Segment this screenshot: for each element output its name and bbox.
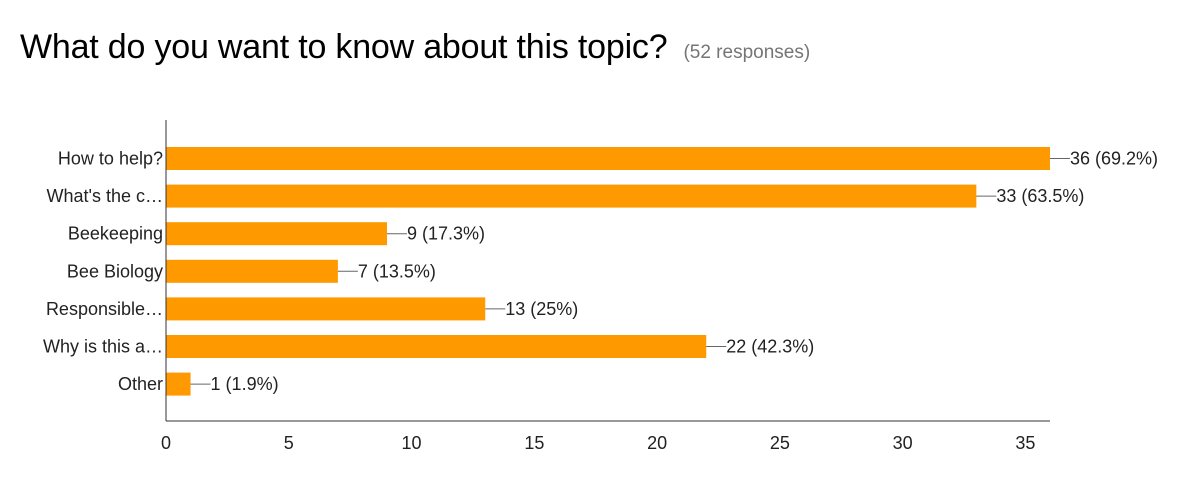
- x-tick-label: 0: [161, 433, 171, 453]
- category-label: Other: [118, 374, 163, 394]
- bar: [166, 372, 191, 396]
- data-label: 36 (69.2%): [1070, 149, 1158, 169]
- bar: [166, 259, 338, 283]
- category-label: What's the c…: [47, 186, 163, 206]
- category-label: Responsible…: [46, 299, 163, 319]
- x-tick-label: 15: [524, 433, 544, 453]
- data-label: 13 (25%): [505, 299, 578, 319]
- category-label: Beekeeping: [68, 224, 163, 244]
- chart-header: What do you want to know about this topi…: [20, 28, 810, 67]
- data-label: 22 (42.3%): [726, 337, 814, 357]
- bar: [166, 335, 707, 358]
- x-tick-label: 35: [1015, 433, 1035, 453]
- bar: [166, 297, 486, 321]
- bar: [166, 184, 977, 208]
- chart-title: What do you want to know about this topi…: [20, 28, 668, 66]
- bar: [166, 222, 387, 246]
- response-count: (52 responses): [683, 42, 811, 63]
- x-tick-label: 20: [647, 433, 667, 453]
- data-label: 1 (1.9%): [211, 374, 279, 394]
- x-tick-label: 5: [284, 433, 294, 453]
- category-label: How to help?: [58, 149, 163, 169]
- x-tick-label: 25: [770, 433, 790, 453]
- data-label: 33 (63.5%): [996, 186, 1084, 206]
- x-tick-label: 10: [402, 433, 422, 453]
- x-tick-label: 30: [893, 433, 913, 453]
- category-label: Bee Biology: [67, 261, 163, 281]
- bar: [166, 147, 1050, 170]
- data-label: 7 (13.5%): [358, 261, 436, 281]
- data-label: 9 (17.3%): [407, 224, 485, 244]
- category-label: Why is this a…: [43, 337, 163, 357]
